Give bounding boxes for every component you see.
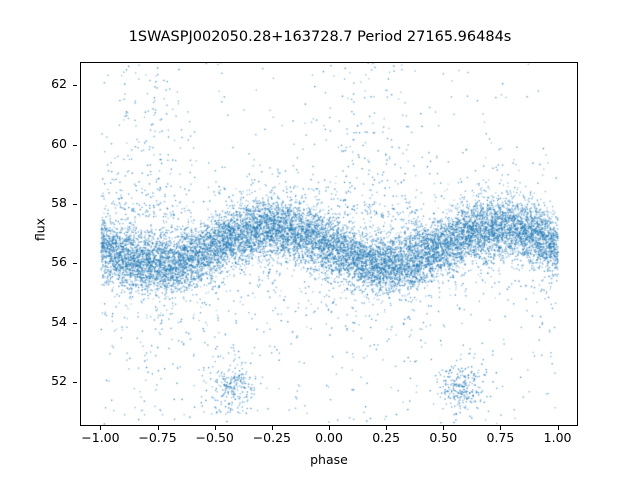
x-tick-label: −0.50 xyxy=(195,430,234,445)
x-tick-label: 0.75 xyxy=(486,430,515,445)
x-tick-mark xyxy=(386,426,388,430)
x-tick-label: 0.00 xyxy=(315,430,343,445)
y-tick-label: 60 xyxy=(51,135,67,151)
y-tick-label: 56 xyxy=(51,254,67,270)
x-axis-label: phase xyxy=(310,452,348,467)
y-tick-mark xyxy=(73,85,77,87)
x-tick-mark xyxy=(271,426,273,430)
y-tick-mark xyxy=(73,263,77,265)
scatter-plot-canvas xyxy=(81,63,577,425)
x-axis-ticks: −1.00 −0.75 −0.50 −0.25 0.00 0.25 0.50 0.75 1.00 xyxy=(80,426,578,466)
y-tick-label: 62 xyxy=(51,76,67,92)
y-tick-label: 58 xyxy=(51,194,67,210)
x-tick-label: 1.00 xyxy=(543,430,572,445)
x-tick-mark xyxy=(443,426,445,430)
chart-title: 1SWASPJ002050.28+163728.7 Period 27165.9… xyxy=(128,29,512,45)
y-tick-mark xyxy=(73,144,77,146)
x-tick-mark xyxy=(214,426,216,430)
x-tick-label: −1.00 xyxy=(81,430,120,445)
y-tick-mark xyxy=(73,381,77,383)
y-tick-label: 54 xyxy=(51,313,67,329)
y-tick-mark xyxy=(73,322,77,324)
y-axis-label: flux xyxy=(32,217,48,242)
x-tick-mark xyxy=(157,426,159,430)
x-tick-label: 0.25 xyxy=(372,430,401,445)
x-tick-mark xyxy=(557,426,559,430)
x-tick-label: −0.75 xyxy=(138,430,177,445)
y-tick-label: 52 xyxy=(51,372,67,388)
x-tick-mark xyxy=(329,426,330,430)
x-tick-mark xyxy=(100,426,102,430)
x-tick-label: −0.25 xyxy=(252,430,291,445)
y-axis-ticks: 52 54 56 58 60 62 xyxy=(26,62,77,426)
y-tick-mark xyxy=(73,203,77,205)
x-tick-label: 0.50 xyxy=(429,430,458,445)
plot-axes-area xyxy=(80,62,578,426)
x-tick-mark xyxy=(500,426,502,430)
